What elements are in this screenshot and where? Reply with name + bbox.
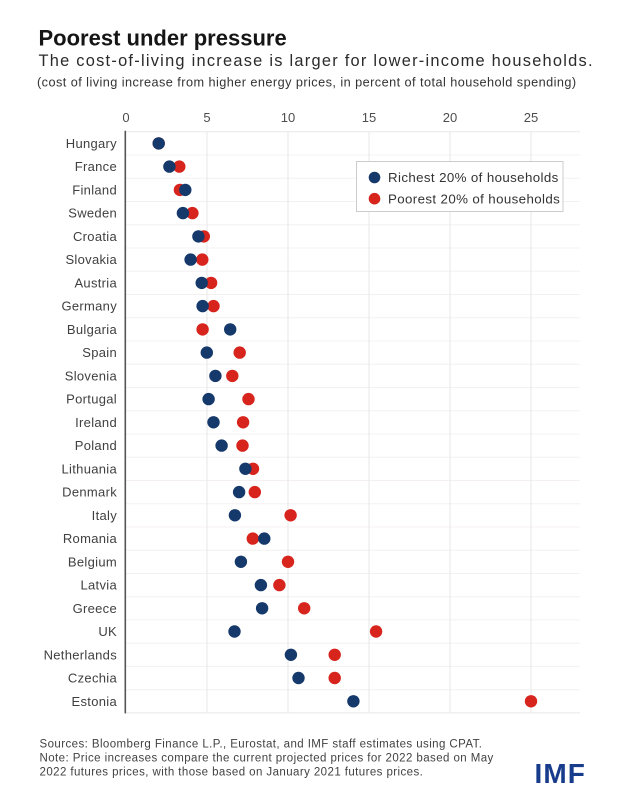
svg-text:Richest 20% of households: Richest 20% of households [388, 170, 559, 185]
svg-text:Poorest under pressure: Poorest under pressure [39, 26, 287, 51]
svg-text:10: 10 [281, 110, 295, 125]
svg-text:Poorest 20% of households: Poorest 20% of households [388, 191, 560, 206]
svg-text:Bulgaria: Bulgaria [67, 322, 118, 337]
svg-text:Spain: Spain [82, 345, 117, 360]
svg-text:IMF: IMF [535, 758, 587, 789]
svg-text:Poland: Poland [75, 438, 117, 453]
svg-text:Germany: Germany [61, 299, 117, 314]
svg-text:Belgium: Belgium [68, 554, 117, 569]
svg-text:Slovakia: Slovakia [65, 252, 117, 267]
svg-text:25: 25 [524, 110, 538, 125]
svg-text:Ireland: Ireland [75, 415, 117, 430]
svg-text:The cost-of-living increase is: The cost-of-living increase is larger fo… [39, 52, 594, 70]
svg-text:Sources: Bloomberg Finance L.P: Sources: Bloomberg Finance L.P., Eurosta… [40, 738, 483, 750]
svg-text:Greece: Greece [73, 601, 117, 616]
svg-text:2022 futures prices, with thos: 2022 futures prices, with those based on… [40, 767, 424, 779]
svg-text:Hungary: Hungary [66, 136, 117, 151]
svg-text:Sweden: Sweden [68, 206, 117, 221]
svg-text:UK: UK [98, 624, 117, 639]
svg-text:Lithuania: Lithuania [62, 461, 118, 476]
svg-text:France: France [75, 159, 117, 174]
svg-text:Croatia: Croatia [73, 229, 117, 244]
svg-text:(cost of living increase from: (cost of living increase from higher ene… [37, 76, 577, 90]
svg-text:0: 0 [122, 110, 129, 125]
svg-text:Denmark: Denmark [62, 485, 117, 500]
svg-text:Portugal: Portugal [66, 392, 117, 407]
svg-text:Latvia: Latvia [81, 578, 118, 593]
svg-text:20: 20 [443, 110, 457, 125]
svg-text:Austria: Austria [74, 276, 117, 291]
svg-text:Finland: Finland [72, 183, 117, 198]
svg-text:Slovenia: Slovenia [65, 369, 118, 384]
svg-text:5: 5 [203, 110, 210, 125]
svg-text:Estonia: Estonia [72, 694, 118, 709]
svg-text:Czechia: Czechia [68, 671, 118, 686]
svg-text:15: 15 [362, 110, 376, 125]
svg-text:Italy: Italy [92, 508, 118, 523]
svg-text:Netherlands: Netherlands [44, 647, 118, 662]
svg-text:Romania: Romania [63, 531, 118, 546]
svg-text:Note: Price increases compare: Note: Price increases compare the curren… [40, 753, 494, 765]
